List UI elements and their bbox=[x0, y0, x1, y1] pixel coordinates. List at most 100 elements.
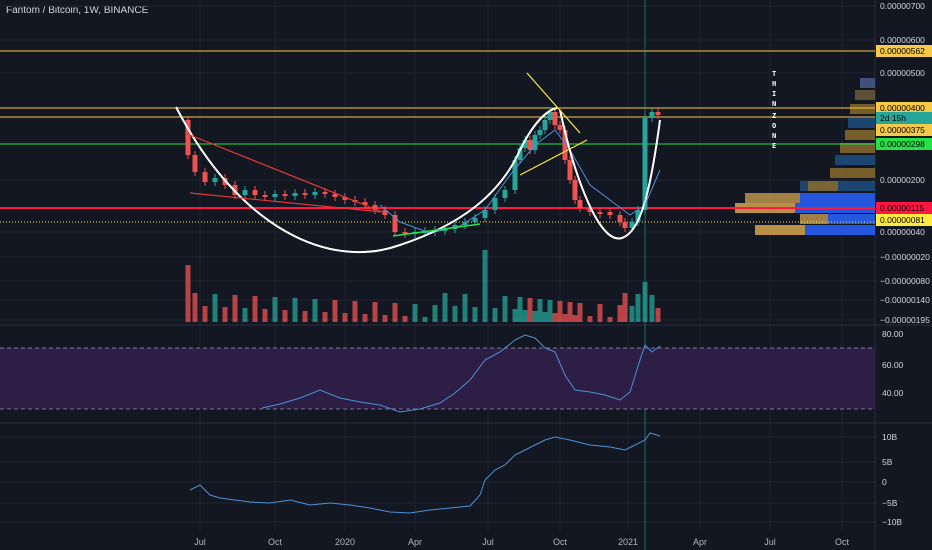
volume-bar bbox=[532, 311, 538, 322]
time-axis-label: Jul bbox=[194, 537, 206, 547]
candle-body bbox=[587, 208, 593, 212]
volume-bar bbox=[392, 303, 398, 322]
volume-bar bbox=[482, 250, 488, 322]
volume-profile-bar bbox=[755, 225, 805, 235]
volume-bar bbox=[567, 302, 573, 322]
candle-body bbox=[202, 172, 208, 182]
volume-bar bbox=[572, 315, 578, 322]
volume-bar bbox=[462, 294, 468, 322]
volume-profile-bar bbox=[848, 118, 875, 128]
volume-profile-bar bbox=[755, 225, 875, 235]
volume-profile-bar bbox=[745, 193, 800, 203]
volume-bar bbox=[422, 317, 428, 322]
volume-profile-bar bbox=[845, 130, 875, 140]
rsi-line bbox=[261, 334, 661, 413]
svg-text:0.00000298: 0.00000298 bbox=[880, 139, 925, 149]
candle-body bbox=[629, 222, 635, 228]
thin-zone-letter: Z bbox=[772, 112, 776, 120]
volume-bar bbox=[597, 304, 603, 322]
candle-body bbox=[242, 190, 248, 195]
obv-axis-label: −5B bbox=[882, 498, 898, 508]
candle-body bbox=[232, 185, 238, 195]
volume-bar bbox=[617, 305, 623, 322]
volume-bar bbox=[552, 313, 558, 322]
candle-body bbox=[282, 194, 288, 196]
obv-axis: 10B 5B 0 −5B −10B bbox=[882, 432, 902, 527]
candle-body bbox=[302, 193, 308, 195]
volume-profile-bar bbox=[860, 78, 875, 88]
volume-bar bbox=[649, 295, 655, 322]
horizontal-levels bbox=[0, 50, 875, 223]
candle-body bbox=[512, 160, 518, 190]
time-axis-label: Oct bbox=[553, 537, 568, 547]
time-axis-label: Jul bbox=[764, 537, 776, 547]
svg-text:0.00000115: 0.00000115 bbox=[880, 203, 925, 213]
volume-bar bbox=[212, 294, 218, 322]
obv-line bbox=[189, 432, 661, 514]
obv-axis-label: −10B bbox=[882, 517, 902, 527]
volume-bar bbox=[402, 316, 408, 322]
time-axis-label: Jul bbox=[482, 537, 494, 547]
thin-zone-letter: O bbox=[772, 122, 776, 130]
volume-bar bbox=[312, 299, 318, 322]
svg-text:2d 15h: 2d 15h bbox=[880, 113, 906, 123]
candle-body bbox=[292, 193, 298, 196]
thin-zone-letter: I bbox=[772, 90, 776, 98]
candle-body bbox=[649, 112, 655, 118]
candle-body bbox=[577, 200, 583, 208]
candle-body bbox=[272, 194, 278, 197]
volume-profile-bar bbox=[835, 155, 875, 165]
volume-bar bbox=[292, 298, 298, 322]
volume-profile-bar bbox=[830, 168, 875, 178]
volume-bar bbox=[362, 314, 368, 322]
volume-bar bbox=[232, 295, 238, 322]
thin-zone-letter: H bbox=[772, 80, 776, 88]
time-axis-label: Apr bbox=[693, 537, 707, 547]
candle-body bbox=[462, 222, 468, 225]
price-axis-label: −0.00000020 bbox=[880, 252, 930, 262]
candle-body bbox=[332, 194, 338, 197]
candle-body bbox=[522, 140, 528, 148]
candle-body bbox=[252, 190, 258, 195]
volume-bar bbox=[302, 311, 308, 322]
volume-bar bbox=[629, 306, 635, 322]
candle-body bbox=[402, 232, 408, 234]
volume-profile-bar bbox=[850, 104, 875, 114]
volume-bar bbox=[562, 314, 568, 322]
thin-zone-letter: N bbox=[772, 100, 776, 108]
rsi-axis-label: 60.00 bbox=[882, 360, 904, 370]
candle-body bbox=[622, 222, 628, 228]
svg-text:0.00000400: 0.00000400 bbox=[880, 103, 925, 113]
time-axis-label: Oct bbox=[268, 537, 283, 547]
candle-body bbox=[502, 190, 508, 198]
svg-text:0.00000081: 0.00000081 bbox=[880, 215, 925, 225]
price-axis-label: 0.00000040 bbox=[880, 227, 925, 237]
candle-body bbox=[342, 197, 348, 200]
rsi-axis: 80.00 60.00 40.00 bbox=[882, 329, 904, 398]
price-axis-label: 0.00000600 bbox=[880, 35, 925, 45]
volume-bar bbox=[492, 308, 498, 322]
time-axis-label: 2021 bbox=[618, 537, 638, 547]
volume-bar bbox=[382, 315, 388, 322]
volume-profile-bar bbox=[800, 214, 828, 224]
price-tag: 0.00000562 bbox=[876, 45, 932, 57]
price-axis-label: −0.00000080 bbox=[880, 276, 930, 286]
volume-bar bbox=[412, 304, 418, 322]
candle-body bbox=[635, 210, 641, 222]
thin-zone-letter: T bbox=[772, 70, 776, 78]
volume-bar bbox=[587, 316, 593, 322]
thin-zone-letter: N bbox=[772, 132, 776, 140]
candle-body bbox=[567, 160, 573, 180]
time-axis-label: Oct bbox=[835, 537, 850, 547]
volume-profile-bar bbox=[855, 90, 875, 100]
volume-bar bbox=[372, 302, 378, 322]
volume-bar bbox=[282, 310, 288, 322]
volume-bar bbox=[192, 293, 198, 322]
obv-axis-label: 5B bbox=[882, 457, 893, 467]
rsi-axis-label: 40.00 bbox=[882, 388, 904, 398]
price-axis-label: −0.00000195 bbox=[880, 315, 930, 325]
volume-bar bbox=[655, 308, 661, 322]
volume-bar bbox=[202, 306, 208, 322]
volume-bar bbox=[537, 299, 543, 322]
